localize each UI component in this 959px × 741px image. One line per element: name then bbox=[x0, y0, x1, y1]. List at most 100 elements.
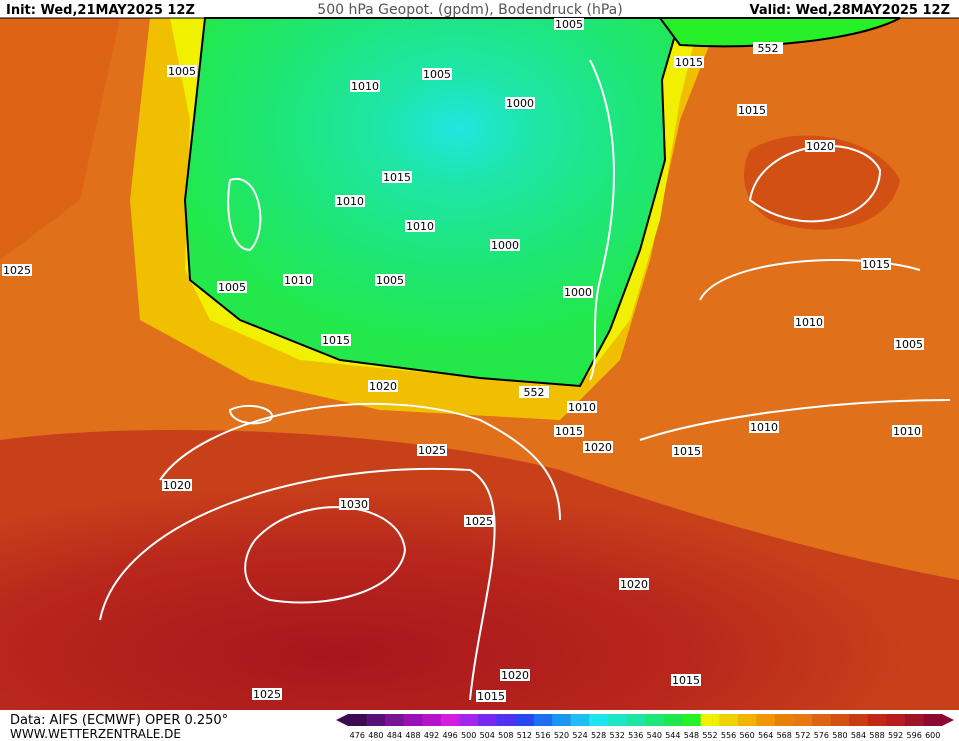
isobar-label-bg bbox=[672, 445, 702, 457]
scale-label: 484 bbox=[387, 731, 402, 740]
scale-swatch bbox=[682, 714, 702, 726]
header-title: 500 hPa Geopot. (gpdm), Bodendruck (hPa) bbox=[317, 2, 622, 18]
isobar-label-bg bbox=[339, 498, 369, 510]
scale-label: 600 bbox=[925, 731, 940, 740]
isobar-label: 1005 bbox=[895, 338, 923, 351]
isobar-label-bg bbox=[2, 264, 32, 276]
isobar-label: 1015 bbox=[322, 334, 350, 347]
scale-swatch bbox=[422, 714, 442, 726]
isobar-label: 1020 bbox=[620, 578, 648, 591]
scale-label: 548 bbox=[684, 731, 699, 740]
isobar-label-bg bbox=[554, 425, 584, 437]
isobar-label: 1015 bbox=[383, 171, 411, 184]
isobar-label: 1010 bbox=[568, 401, 596, 414]
isobar-label: 1010 bbox=[284, 274, 312, 287]
scale-swatch bbox=[533, 714, 553, 726]
scale-label: 520 bbox=[554, 731, 569, 740]
isobar-label-bg bbox=[417, 444, 447, 456]
isobar-label: 1020 bbox=[584, 441, 612, 454]
scale-swatch bbox=[830, 714, 850, 726]
scale-swatch bbox=[886, 714, 906, 726]
scale-arrow bbox=[942, 714, 954, 726]
scale-label: 532 bbox=[610, 731, 625, 740]
isobar-label: 1000 bbox=[506, 97, 534, 110]
scale-swatch bbox=[923, 714, 943, 726]
isobar-label-bg bbox=[405, 220, 435, 232]
isobar-label: 1005 bbox=[218, 281, 246, 294]
isobar-label: 1020 bbox=[369, 380, 397, 393]
isobar-label: 1010 bbox=[750, 421, 778, 434]
isobar-label: 1015 bbox=[673, 445, 701, 458]
isobar-label-bg bbox=[321, 334, 351, 346]
isobar-label: 1030 bbox=[340, 498, 368, 511]
scale-swatch bbox=[459, 714, 479, 726]
isobar-label: 1010 bbox=[406, 220, 434, 233]
scale-label: 588 bbox=[869, 731, 884, 740]
isobar-label-bg bbox=[422, 68, 452, 80]
scale-swatch bbox=[645, 714, 665, 726]
isobar-label-bg bbox=[167, 65, 197, 77]
isobar-label-bg bbox=[805, 140, 835, 152]
isobar-label-bg bbox=[794, 316, 824, 328]
isobar-label-bg bbox=[894, 338, 924, 350]
isobar-label: 1025 bbox=[253, 688, 281, 701]
isobar-label-bg bbox=[505, 97, 535, 109]
isobar-label: 552 bbox=[758, 42, 779, 55]
isobar-label-bg bbox=[490, 239, 520, 251]
scale-swatch bbox=[515, 714, 535, 726]
isobar-label-bg bbox=[567, 401, 597, 413]
isobars bbox=[99, 59, 951, 701]
header-valid: Valid: Wed,28MAY2025 12Z bbox=[750, 3, 950, 18]
region bbox=[183, 17, 682, 388]
isobar-label: 1025 bbox=[418, 444, 446, 457]
isobar-label: 1005 bbox=[555, 18, 583, 31]
isobar-label: 1015 bbox=[862, 258, 890, 271]
isobar-label-bg bbox=[335, 195, 365, 207]
isobar-label-bg bbox=[563, 286, 593, 298]
isobar-label-bg bbox=[252, 688, 282, 700]
isobar-label-bg bbox=[162, 479, 192, 491]
isobar-label-bg bbox=[737, 104, 767, 116]
isobar-label-bg bbox=[500, 669, 530, 681]
isobar-label: 1010 bbox=[795, 316, 823, 329]
isobar-label-bg bbox=[368, 380, 398, 392]
isobar-label: 1020 bbox=[501, 669, 529, 682]
isobar-label-bg bbox=[476, 690, 506, 702]
footer-source: Data: AIFS (ECMWF) OPER 0.250° bbox=[10, 713, 228, 728]
isobar-label-bg bbox=[749, 421, 779, 433]
scale-label: 508 bbox=[498, 731, 513, 740]
scale-swatch bbox=[700, 714, 720, 726]
scale-swatch bbox=[663, 714, 683, 726]
scale-swatch bbox=[477, 714, 497, 726]
isobar-label-bg bbox=[375, 274, 405, 286]
scale-label: 576 bbox=[814, 731, 829, 740]
scale-swatch bbox=[626, 714, 646, 726]
isobar-label-bg bbox=[583, 441, 613, 453]
footer-site: WWW.WETTERZENTRALE.DE bbox=[10, 727, 181, 741]
scale-label: 544 bbox=[665, 731, 680, 740]
isobar-label-bg bbox=[753, 42, 783, 54]
scale-label: 500 bbox=[461, 731, 476, 740]
isobar-label: 1015 bbox=[672, 674, 700, 687]
scale-label: 476 bbox=[350, 731, 365, 740]
scale-label: 516 bbox=[535, 731, 550, 740]
scale-swatch bbox=[570, 714, 590, 726]
scale-label: 556 bbox=[721, 731, 736, 740]
isobar-label: 1005 bbox=[423, 68, 451, 81]
scale-swatch bbox=[385, 714, 405, 726]
isobar-label-bg bbox=[671, 674, 701, 686]
isobar-label: 1020 bbox=[163, 479, 191, 492]
scale-swatch bbox=[366, 714, 386, 726]
isobar-label-bg bbox=[892, 425, 922, 437]
scale-swatch bbox=[774, 714, 794, 726]
isobar-label: 1005 bbox=[376, 274, 404, 287]
isobar-label: 1020 bbox=[806, 140, 834, 153]
scale-swatch bbox=[440, 714, 460, 726]
scale-label: 496 bbox=[442, 731, 457, 740]
scale-label: 480 bbox=[368, 731, 383, 740]
isobar-label: 1025 bbox=[3, 264, 31, 277]
isobar-label: 1010 bbox=[893, 425, 921, 438]
scale-swatch bbox=[589, 714, 609, 726]
isobar-label-bg bbox=[350, 80, 380, 92]
